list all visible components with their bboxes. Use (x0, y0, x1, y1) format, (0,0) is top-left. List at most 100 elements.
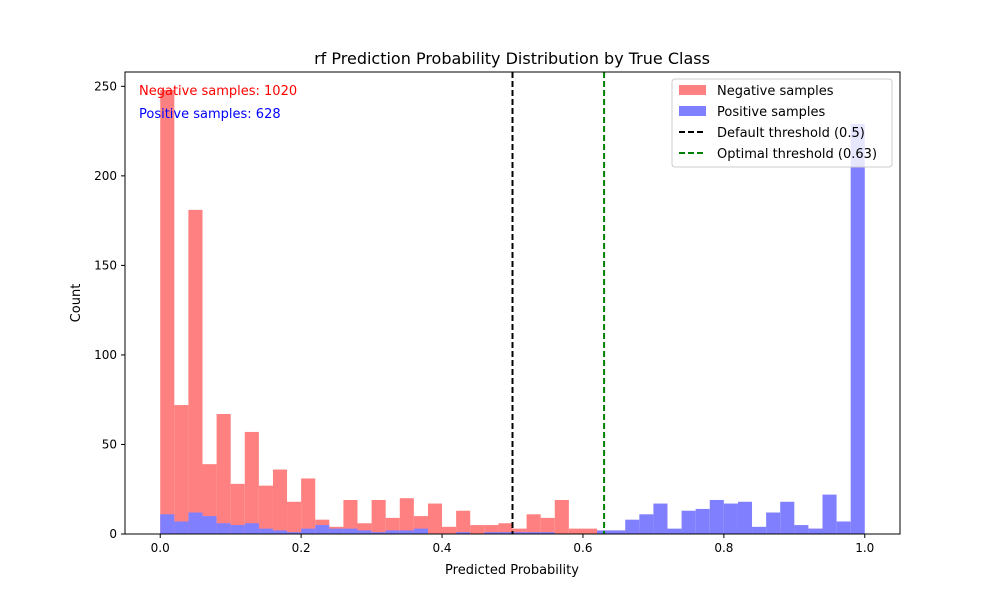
negative-bar (554, 499, 569, 534)
x-tick-label: 0.0 (151, 541, 170, 555)
positive-bar (456, 532, 471, 534)
positive-bar (188, 512, 203, 534)
negative-bar (568, 528, 583, 534)
x-tick-label: 0.8 (714, 541, 733, 555)
threshold-lines (511, 72, 606, 534)
positive-bar (836, 521, 851, 534)
positive-bar (526, 532, 541, 534)
negative-bar (526, 514, 541, 534)
positive-bar (794, 525, 809, 534)
positive-bar (371, 532, 386, 534)
x-axis-ticks: 0.0 0.2 0.4 0.6 0.8 1.0 (151, 534, 874, 555)
x-tick-label: 0.4 (432, 541, 451, 555)
negative-bar (427, 503, 443, 534)
positive-bars (160, 123, 865, 534)
negative-bar (287, 501, 302, 534)
positive-bar (512, 532, 527, 534)
positive-bar (695, 508, 710, 534)
negative-bar (385, 517, 400, 534)
y-tick-label: 0 (109, 527, 117, 541)
positive-bar (723, 503, 738, 534)
negative-bar (484, 525, 499, 534)
positive-bar (343, 528, 358, 534)
positive-bar (484, 532, 499, 534)
negative-bar (399, 498, 414, 534)
positive-bar (653, 503, 668, 534)
negative-bar (371, 499, 386, 534)
positive-bar (230, 525, 245, 534)
x-axis-label: Predicted Probability (445, 563, 579, 578)
legend-label: Positive samples (717, 105, 826, 120)
negative-bar (216, 414, 231, 534)
positive-bar (540, 532, 555, 534)
negative-bar (258, 485, 273, 534)
positive-bar (667, 528, 682, 534)
x-tick-label: 1.0 (855, 541, 874, 555)
y-tick-label: 100 (94, 348, 117, 362)
negative-bar (343, 499, 358, 534)
negative-bar (301, 478, 316, 534)
positive-bar (822, 494, 837, 534)
y-axis-label: Count (69, 284, 84, 323)
annotation-negative-count: Negative samples: 1020 (139, 84, 297, 99)
negative-bar (230, 483, 245, 534)
legend-label: Default threshold (0.5) (717, 126, 865, 141)
positive-bar (737, 501, 753, 534)
legend-swatch (679, 85, 706, 95)
x-tick-label: 0.2 (292, 541, 311, 555)
positive-bar (850, 123, 865, 534)
legend: Negative samples Positive samples Default … (671, 78, 893, 168)
negative-bar (470, 525, 485, 534)
positive-bar (611, 530, 626, 534)
positive-bar (329, 528, 344, 534)
positive-bar (780, 501, 795, 534)
positive-bar (766, 512, 781, 534)
positive-bar (258, 528, 273, 534)
positive-bar (301, 528, 316, 534)
positive-bar (752, 526, 767, 534)
positive-bar (413, 528, 428, 534)
x-tick-label: 0.6 (573, 541, 592, 555)
positive-bar (639, 514, 654, 534)
positive-bar (385, 530, 400, 534)
negative-bar (582, 528, 598, 534)
negative-bar (272, 469, 288, 534)
legend-label: Optimal threshold (0.63) (717, 147, 877, 162)
y-tick-label: 150 (94, 258, 117, 272)
negative-bar (540, 517, 555, 534)
negative-bar (244, 431, 259, 534)
positive-bar (272, 530, 288, 534)
positive-bar (315, 525, 330, 534)
negative-bar (160, 89, 175, 534)
positive-bar (202, 516, 217, 534)
y-tick-label: 200 (94, 169, 117, 183)
negative-bar (174, 405, 189, 534)
chart-title: rf Prediction Probability Distribution b… (314, 49, 710, 68)
positive-bar (709, 499, 724, 534)
positive-bar (216, 523, 231, 534)
y-tick-label: 50 (102, 437, 117, 451)
positive-bar (625, 519, 640, 534)
negative-bar (442, 526, 457, 534)
positive-bar (160, 514, 175, 534)
negative-bar (357, 523, 372, 534)
legend-box (671, 78, 893, 168)
y-tick-label: 250 (94, 79, 117, 93)
positive-bar (287, 532, 302, 534)
legend-label: Negative samples (717, 84, 834, 99)
positive-bar (357, 530, 372, 534)
negative-bar (456, 510, 471, 534)
y-axis-ticks: 0 50 100 150 200 250 (94, 79, 125, 541)
positive-bar (174, 521, 189, 534)
positive-bar (399, 530, 414, 534)
positive-bar (681, 510, 696, 534)
positive-bar (808, 528, 823, 534)
positive-bar (244, 523, 259, 534)
negative-bar (188, 209, 203, 534)
sample-count-annotations: Negative samples: 1020 Positive samples: … (139, 84, 297, 122)
negative-bar (498, 523, 513, 534)
negative-bar (512, 528, 527, 534)
plot-frame (124, 71, 901, 535)
legend-swatch (679, 106, 706, 116)
